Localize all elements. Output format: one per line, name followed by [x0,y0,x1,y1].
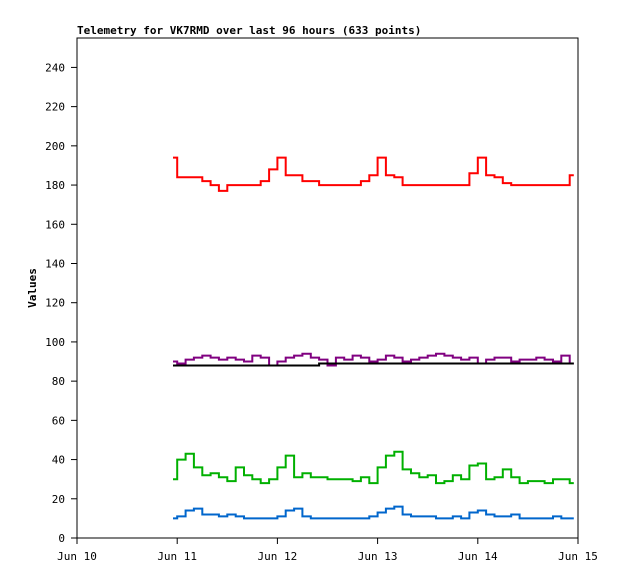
y-tick-label: 200 [45,140,65,153]
x-tick-label: Jun 15 [558,550,598,563]
y-tick-label: 180 [45,179,65,192]
y-tick-label: 0 [58,532,65,545]
y-axis-label: Values [26,268,39,308]
x-axis: Jun 10 Jun 11 Jun 12 Jun 13 Jun 14 Jun 15 [57,538,598,563]
y-tick-label: 20 [52,493,65,506]
series-line-1 [173,352,574,367]
y-tick-label: 240 [45,61,65,74]
y-tick-label: 120 [45,297,65,310]
x-tick-label: Jun 12 [258,550,298,563]
series-line-2 [173,362,574,367]
series-line-0 [173,156,574,192]
x-tick-label: Jun 10 [57,550,97,563]
series-group [173,156,574,520]
y-tick-label: 80 [52,375,65,388]
x-tick-label: Jun 14 [458,550,498,563]
y-tick-label: 40 [52,454,65,467]
chart-title: Telemetry for VK7RMD over last 96 hours … [77,24,421,37]
series-line-3 [173,450,574,485]
y-tick-label: 140 [45,257,65,270]
series-line-4 [173,505,574,520]
y-tick-label: 220 [45,101,65,114]
x-tick-label: Jun 11 [157,550,197,563]
y-axis: 0 20 40 60 80 100 120 140 160 180 200 220 240 [45,61,77,545]
plot-frame [76,37,579,539]
y-tick-label: 100 [45,336,65,349]
y-tick-label: 60 [52,414,65,427]
x-tick-label: Jun 13 [358,550,398,563]
y-tick-label: 160 [45,218,65,231]
